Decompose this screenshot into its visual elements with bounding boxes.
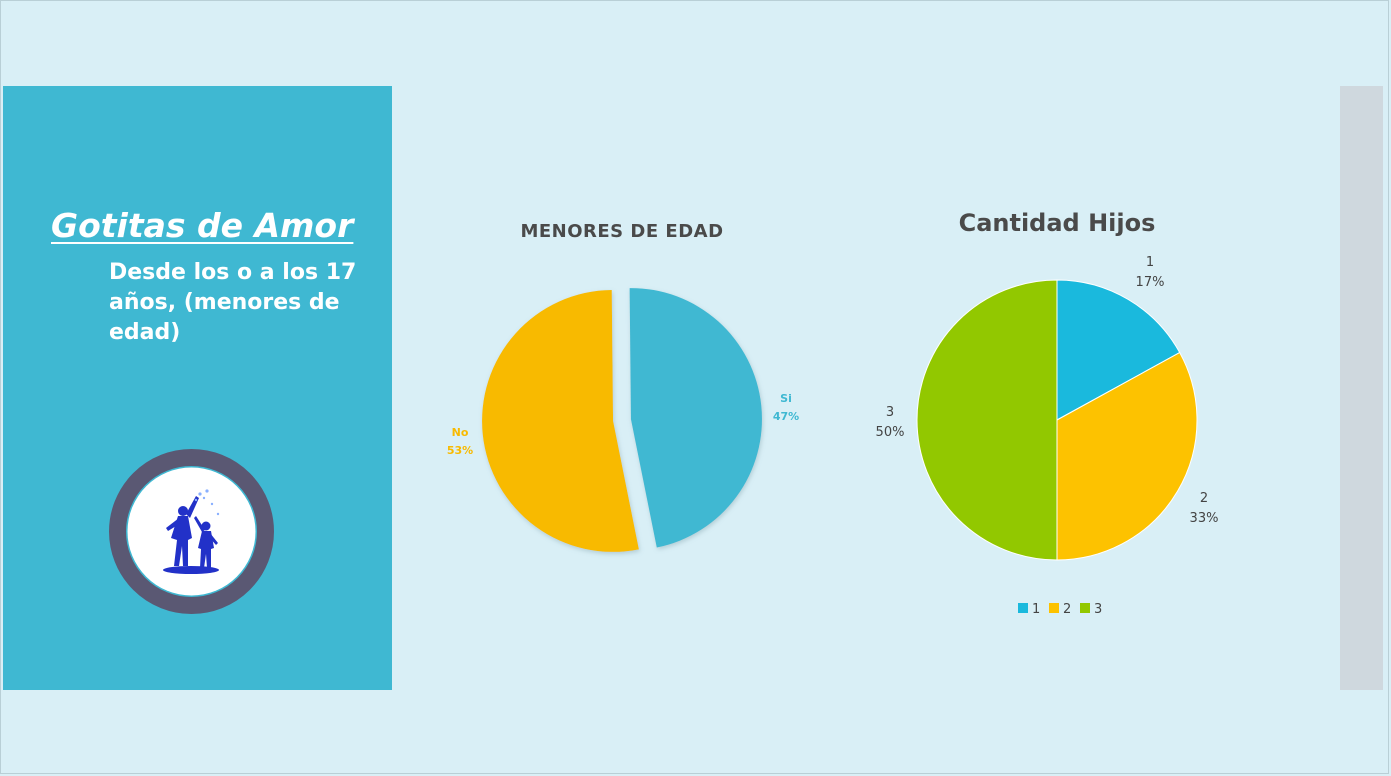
pie-slice-si [629, 288, 762, 548]
legend-swatch [1080, 603, 1090, 613]
legend-label: 2 [1063, 602, 1071, 617]
chart2-title: Cantidad Hijos [959, 209, 1156, 237]
slice-label: No [452, 426, 469, 439]
slice-percent: 17% [1136, 275, 1165, 290]
slice-percent: 50% [876, 425, 905, 440]
slice-percent: 33% [1190, 511, 1219, 526]
pie-slice-3 [916, 279, 1058, 561]
chart1-title: MENORES DE EDAD [520, 221, 723, 242]
chart1-labels: Si 47% No 53% [447, 392, 799, 457]
slice-label: 3 [886, 405, 894, 420]
chart2-legend: 1 2 3 [1018, 602, 1102, 617]
left-panel: Gotitas de Amor Desde los o a los 17 año… [3, 86, 392, 690]
slice-percent: 47% [773, 410, 799, 423]
panel-title: Gotitas de Amor [51, 206, 354, 245]
legend-label: 1 [1032, 602, 1040, 617]
chart1-pie [482, 288, 762, 552]
legend-swatch [1049, 603, 1059, 613]
chart2-labels: 1 17% 2 33% 3 50% [876, 255, 1219, 526]
panel-subtitle: Desde los o a los 17 años, (menores de e… [109, 260, 357, 345]
slice-label: 1 [1146, 255, 1154, 270]
slice-label: Si [780, 392, 792, 405]
chart2-pie [916, 279, 1198, 561]
legend-swatch [1018, 603, 1028, 613]
right-strip [1340, 86, 1383, 690]
pie-slice-1 [1056, 279, 1181, 421]
legend-label: 3 [1094, 602, 1102, 617]
slice-percent: 53% [447, 444, 473, 457]
pie-slice-no [482, 289, 639, 552]
slice-label: 2 [1200, 491, 1208, 506]
pie-slice-2 [1056, 351, 1198, 561]
logo-icon [109, 449, 274, 614]
